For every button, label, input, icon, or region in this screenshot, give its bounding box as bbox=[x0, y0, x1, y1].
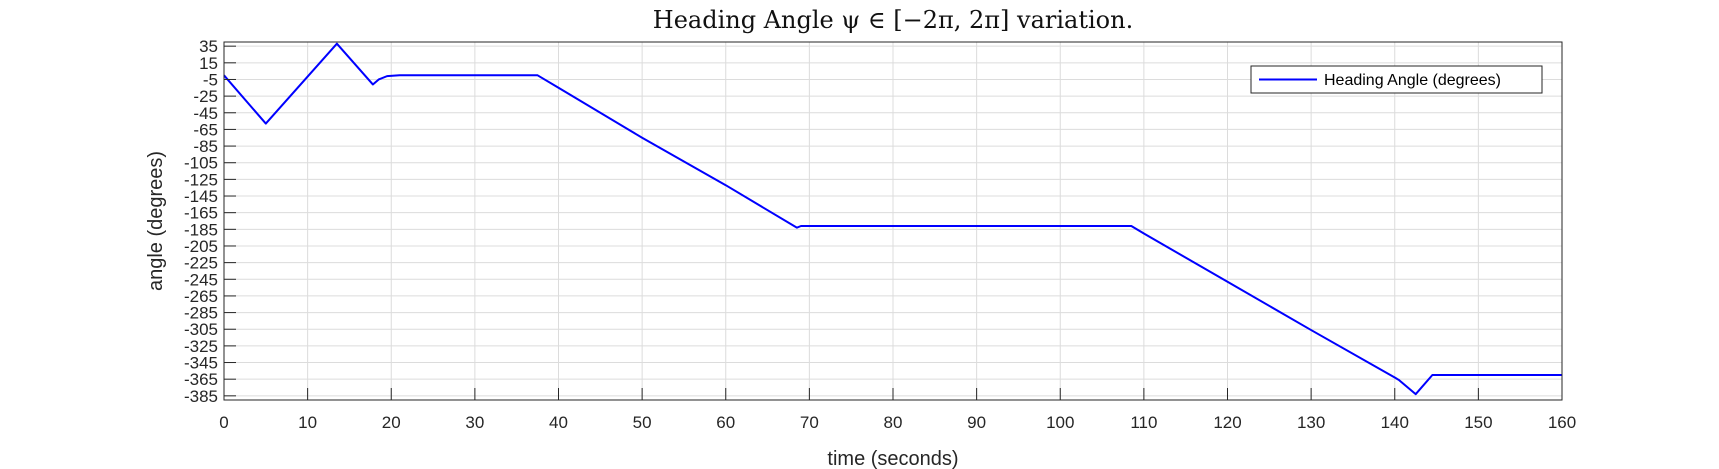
x-tick-label: 110 bbox=[1130, 413, 1157, 432]
y-tick-label: -105 bbox=[184, 154, 218, 173]
x-tick-label: 100 bbox=[1046, 413, 1074, 432]
y-tick-label: -165 bbox=[184, 204, 218, 223]
x-tick-label: 50 bbox=[633, 413, 652, 432]
x-tick-label: 120 bbox=[1213, 413, 1241, 432]
y-tick-label: -65 bbox=[193, 120, 218, 139]
x-tick-label: 80 bbox=[884, 413, 903, 432]
y-tick-label: 15 bbox=[199, 54, 218, 73]
y-axis-label: angle (degrees) bbox=[145, 151, 167, 291]
y-tick-label: -45 bbox=[193, 104, 218, 123]
x-tick-label: 90 bbox=[967, 413, 986, 432]
y-tick-label: -365 bbox=[184, 370, 218, 389]
x-tick-label: 0 bbox=[219, 413, 228, 432]
y-tick-label: -345 bbox=[184, 354, 218, 373]
x-tick-label: 130 bbox=[1297, 413, 1325, 432]
x-tick-label: 20 bbox=[382, 413, 401, 432]
y-tick-label: -125 bbox=[184, 170, 218, 189]
x-tick-label: 60 bbox=[716, 413, 735, 432]
y-tick-label: -5 bbox=[203, 70, 218, 89]
chart-title: Heading Angle ψ ∈ [−2π, 2π] variation. bbox=[653, 6, 1133, 34]
series bbox=[223, 42, 1562, 396]
y-tick-label: -225 bbox=[184, 254, 218, 273]
legend: Heading Angle (degrees) bbox=[1250, 65, 1543, 94]
x-tick-label: 10 bbox=[298, 413, 317, 432]
x-ticks: 0 10 20 30 40 50 60 70 80 90 100 110 120 130 140 150 160 bbox=[219, 388, 1576, 432]
y-tick-label: -285 bbox=[184, 304, 218, 323]
y-tick-label: -145 bbox=[184, 187, 218, 206]
y-tick-label: -305 bbox=[184, 320, 218, 339]
series-line bbox=[223, 42, 1562, 396]
y-tick-label: -245 bbox=[184, 270, 218, 289]
x-axis-label: time (seconds) bbox=[827, 448, 958, 469]
y-tick-label: -205 bbox=[184, 237, 218, 256]
y-tick-label: -325 bbox=[184, 337, 218, 356]
x-tick-label: 140 bbox=[1381, 413, 1409, 432]
y-tick-label: 35 bbox=[199, 37, 218, 56]
y-tick-label: -265 bbox=[184, 287, 218, 306]
y-ticks: 3515-5-25-45-65-85-105-125-145-165-185-2… bbox=[184, 37, 236, 406]
y-tick-label: -385 bbox=[184, 387, 218, 406]
x-tick-label: 40 bbox=[549, 413, 568, 432]
x-tick-label: 70 bbox=[800, 413, 819, 432]
y-tick-label: -185 bbox=[184, 220, 218, 239]
y-tick-label: -85 bbox=[193, 137, 218, 156]
legend-label: Heading Angle (degrees) bbox=[1324, 72, 1501, 89]
x-tick-label: 30 bbox=[465, 413, 484, 432]
x-tick-label: 160 bbox=[1548, 413, 1576, 432]
x-tick-label: 150 bbox=[1464, 413, 1492, 432]
y-tick-label: -25 bbox=[193, 87, 218, 106]
